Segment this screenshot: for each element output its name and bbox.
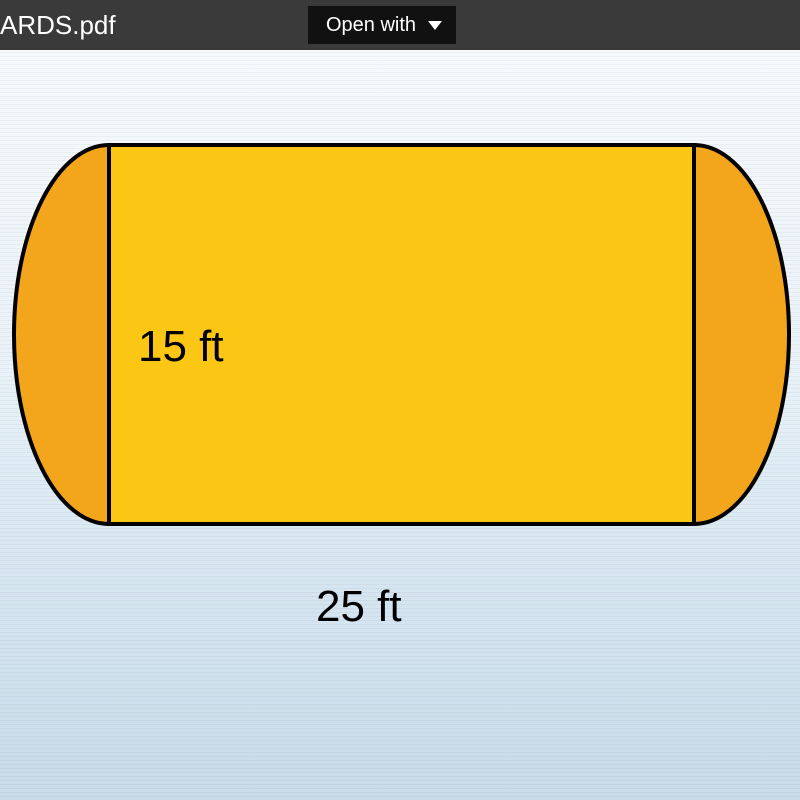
open-with-label: Open with [326,14,416,37]
viewer-page: ARDS.pdf Open with 15 ft 25 ft [0,0,800,800]
stadium-diagram [0,143,800,526]
stadium-left-cap [14,145,109,524]
stadium-svg [0,143,800,526]
caret-down-icon [428,21,442,30]
dimension-width-label: 25 ft [316,582,402,632]
open-with-button[interactable]: Open with [308,6,456,44]
stadium-right-cap [694,145,789,524]
document-filename: ARDS.pdf [0,10,116,41]
dimension-height-label: 15 ft [138,322,224,372]
